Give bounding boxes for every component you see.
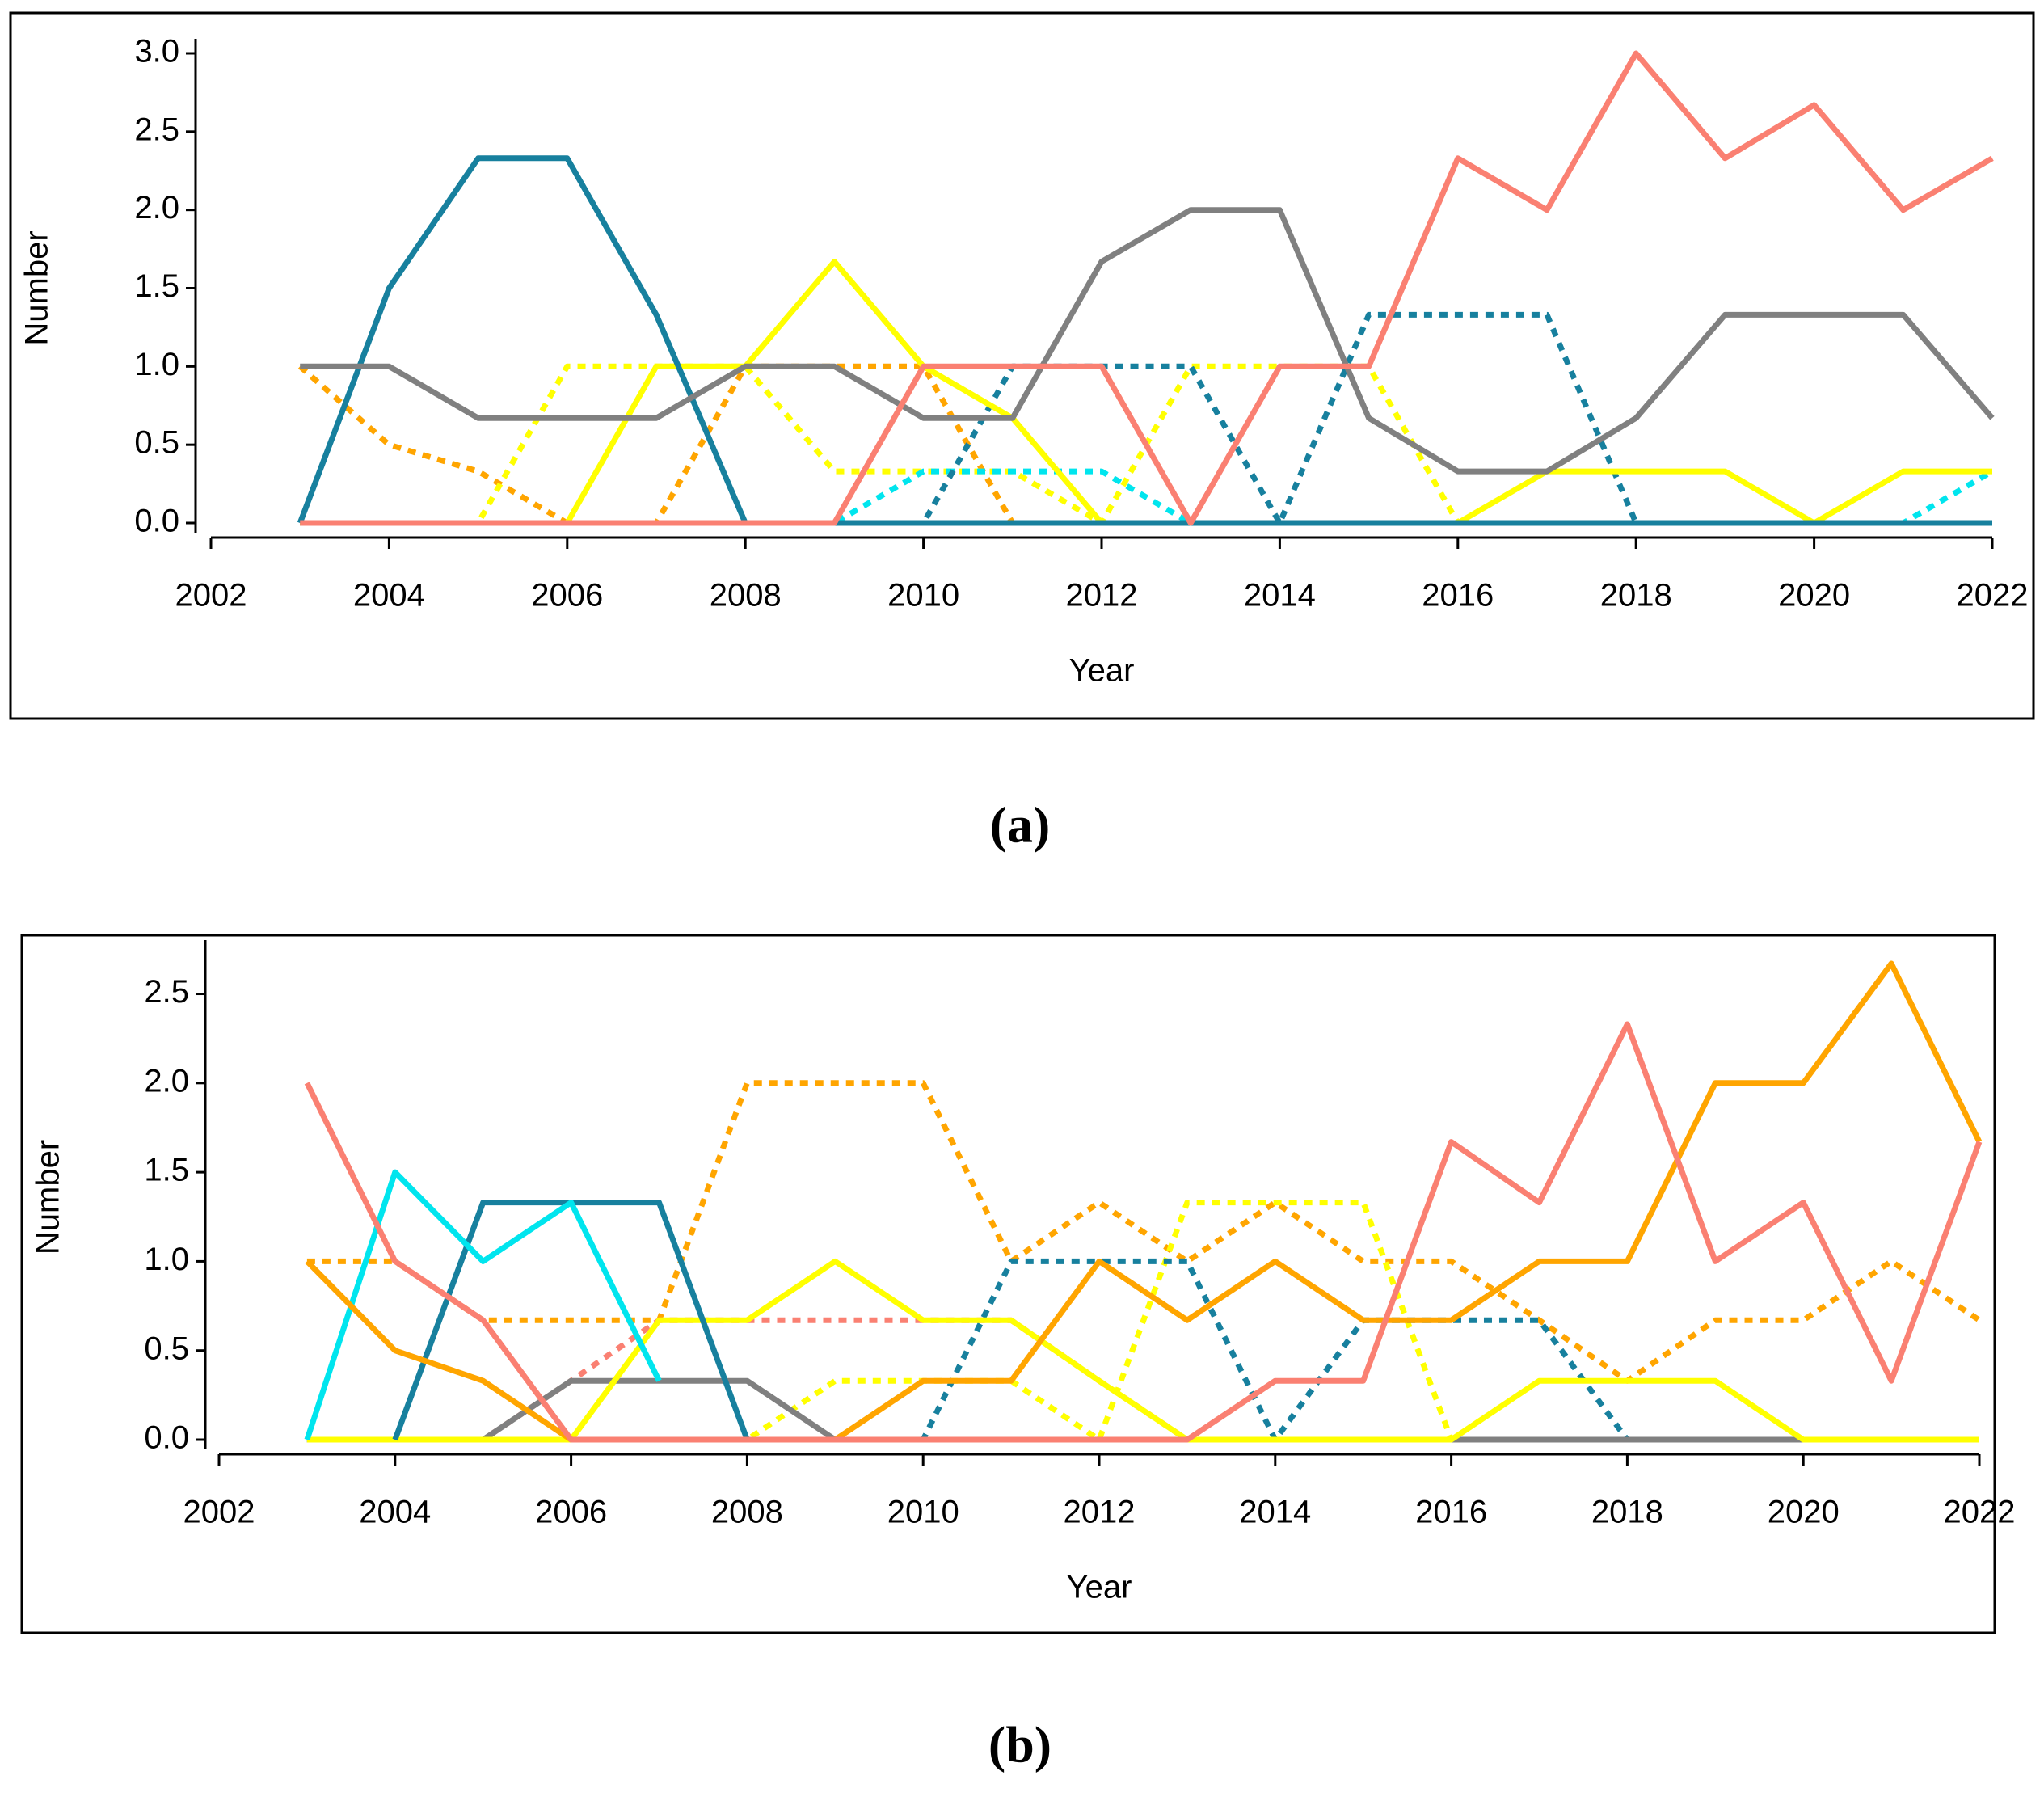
- x-tick-label: 2014: [1244, 578, 1316, 614]
- x-tick-label: 2006: [535, 1495, 607, 1530]
- x-tick-label: 2010: [887, 1495, 959, 1530]
- x-tick-label: 2018: [1591, 1495, 1663, 1530]
- y-tick-label: 2.5: [144, 974, 189, 1010]
- y-tick-label: 1.5: [134, 268, 179, 304]
- x-tick-label: 2002: [175, 578, 247, 614]
- x-tick-label: 2016: [1422, 578, 1494, 614]
- y-tick-label: 1.0: [134, 347, 179, 382]
- series-line: [297, 155, 1992, 526]
- series-line: [304, 1169, 662, 1441]
- x-tick-label: 2008: [710, 578, 782, 614]
- x-tick-label: 2016: [1415, 1495, 1487, 1530]
- y-axis-label: Number: [19, 230, 55, 345]
- y-tick-label: 2.5: [134, 112, 179, 147]
- x-tick-label: 2020: [1778, 578, 1850, 614]
- x-tick-label: 2004: [359, 1495, 431, 1530]
- y-tick-label: 1.5: [144, 1153, 189, 1188]
- y-tick-label: 0.5: [144, 1331, 189, 1366]
- caption: (b): [988, 1716, 1052, 1774]
- x-axis-label: Year: [1069, 653, 1135, 689]
- y-tick-label: 0.0: [134, 504, 179, 539]
- x-tick-label: 2008: [711, 1495, 783, 1530]
- y-axis-label: Number: [31, 1140, 66, 1255]
- chart-frame: [9, 11, 2035, 720]
- x-tick-label: 2012: [1066, 578, 1138, 614]
- series-line: [306, 1080, 1981, 1384]
- x-tick-label: 2012: [1064, 1495, 1136, 1530]
- series-line: [304, 1021, 1983, 1443]
- y-tick-label: 0.5: [134, 425, 179, 461]
- chart-frame: [20, 934, 1996, 1634]
- y-tick-label: 2.0: [144, 1063, 189, 1099]
- x-tick-label: 2010: [887, 578, 959, 614]
- x-tick-label: 2014: [1239, 1495, 1311, 1530]
- x-axis-label: Year: [1067, 1570, 1132, 1605]
- x-tick-label: 2018: [1600, 578, 1672, 614]
- x-tick-label: 2002: [183, 1495, 255, 1530]
- y-tick-label: 0.0: [144, 1420, 189, 1456]
- caption: (a): [990, 796, 1051, 854]
- y-tick-label: 1.0: [144, 1242, 189, 1277]
- y-tick-label: 2.0: [134, 190, 179, 226]
- series-line: [306, 1317, 1979, 1443]
- series-line: [300, 207, 1995, 475]
- x-tick-label: 2004: [353, 578, 425, 614]
- x-tick-label: 2022: [1944, 1495, 2016, 1530]
- x-tick-label: 2006: [531, 578, 603, 614]
- series-line: [300, 50, 1994, 526]
- x-tick-label: 2020: [1768, 1495, 1840, 1530]
- series-line: [306, 1258, 1979, 1443]
- x-tick-label: 2022: [1957, 578, 2029, 614]
- y-tick-label: 3.0: [134, 34, 179, 70]
